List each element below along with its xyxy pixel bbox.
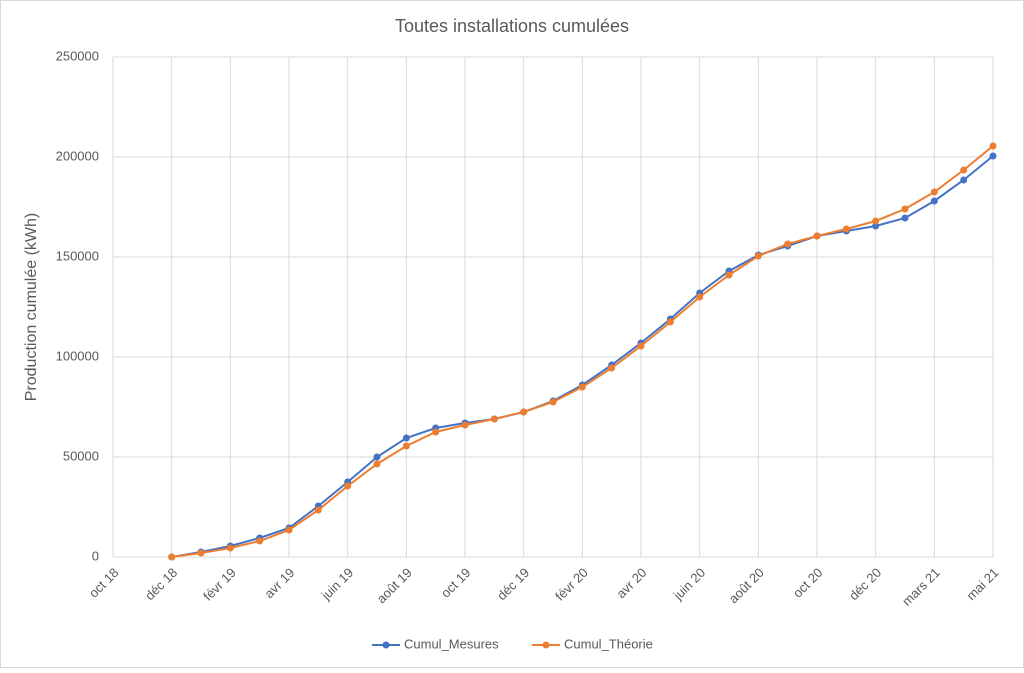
point (666, 318, 674, 326)
point (402, 442, 410, 450)
point (989, 152, 997, 160)
point (314, 506, 322, 514)
point (901, 205, 909, 213)
point (197, 549, 205, 557)
point (578, 383, 586, 391)
point (930, 197, 938, 205)
point (696, 293, 704, 301)
point (256, 537, 264, 545)
point (461, 421, 469, 429)
point (344, 482, 352, 490)
y-tick-label: 150000 (56, 248, 99, 263)
point (901, 214, 909, 222)
chart-title: Toutes installations cumulées (395, 16, 629, 36)
point (813, 232, 821, 240)
point (549, 398, 557, 406)
legend-label: Cumul_Mesures (404, 636, 499, 651)
y-tick-label: 100000 (56, 348, 99, 363)
point (989, 142, 997, 150)
point (432, 428, 440, 436)
point (520, 408, 528, 416)
y-tick-label: 0 (92, 548, 99, 563)
point (373, 460, 381, 468)
y-tick-label: 200000 (56, 148, 99, 163)
point (168, 553, 176, 561)
point (872, 222, 880, 230)
point (373, 453, 381, 461)
point (754, 252, 762, 260)
legend-label: Cumul_Théorie (564, 636, 653, 651)
y-tick-label: 250000 (56, 48, 99, 63)
point (490, 415, 498, 423)
point (285, 526, 293, 534)
point (842, 225, 850, 233)
y-axis-title: Production cumulée (kWh) (23, 213, 40, 402)
point (784, 240, 792, 248)
point (960, 166, 968, 174)
y-tick-label: 50000 (63, 448, 99, 463)
point (872, 217, 880, 225)
point (930, 188, 938, 196)
point (637, 342, 645, 350)
legend-marker (542, 641, 550, 649)
point (608, 364, 616, 372)
point (226, 544, 234, 552)
legend-marker (382, 641, 390, 649)
point (960, 176, 968, 184)
point (402, 434, 410, 442)
point (725, 271, 733, 279)
